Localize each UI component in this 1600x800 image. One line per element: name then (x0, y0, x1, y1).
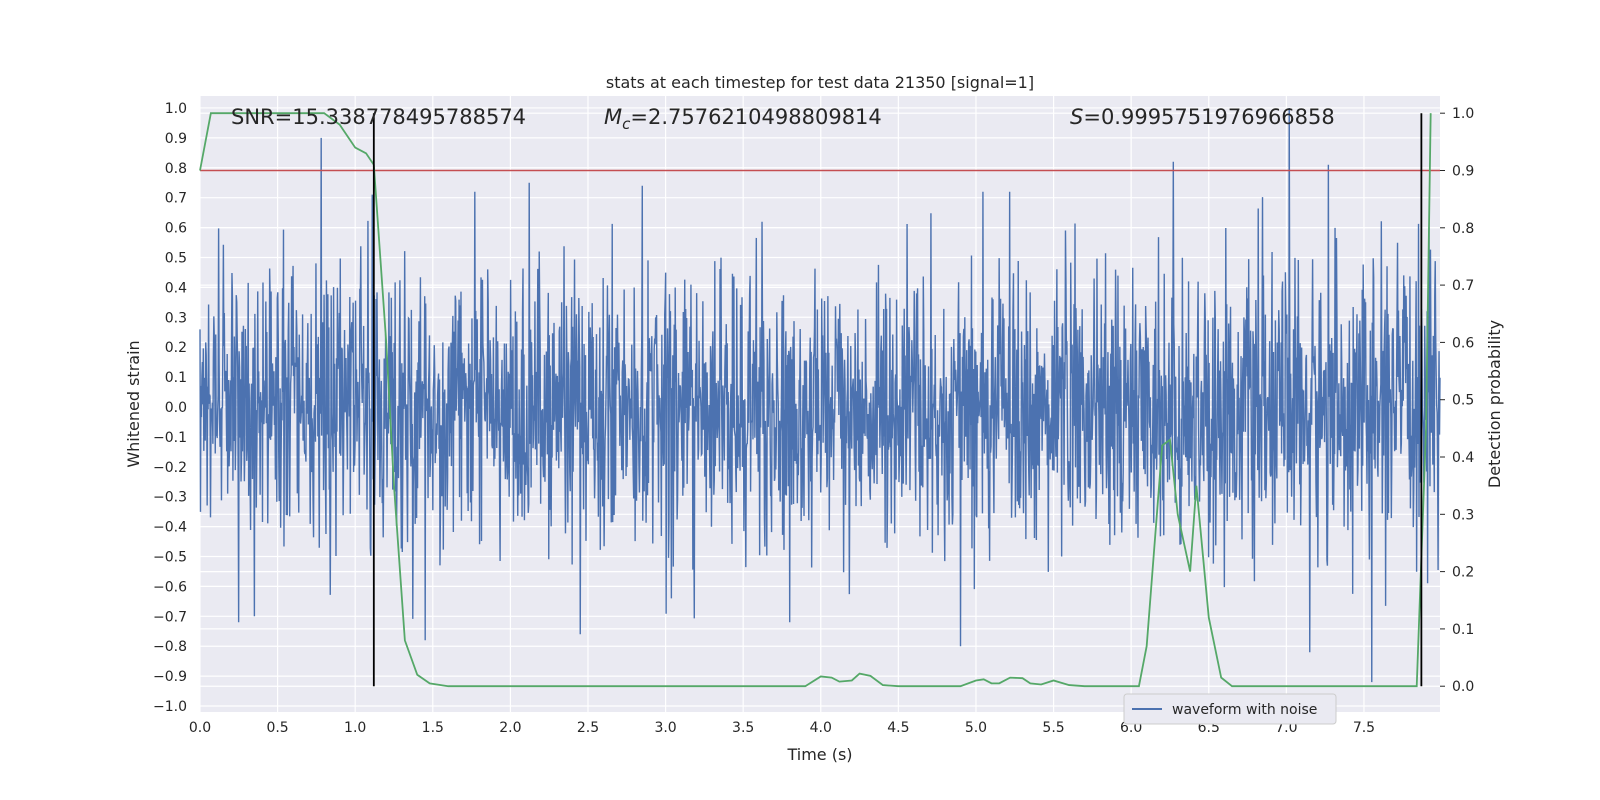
y-right-tick-label: 0.6 (1452, 335, 1474, 351)
y-right-tick-label: 0.2 (1452, 565, 1474, 581)
legend-label: waveform with noise (1172, 702, 1317, 718)
y-axis-left-label: Whitened strain (124, 340, 143, 467)
legend-box (1123, 693, 1337, 725)
y-left-tick-label: 0.2 (165, 340, 187, 356)
event-markers (372, 113, 1423, 687)
y-left-tick-label: 0.1 (165, 370, 187, 386)
y-left-ticks: 1.0 0.9 0.8 0.7 0.6 0.5 0.4 0.3 0.2 0.1 0.0 −0.1 −0.… (153, 101, 187, 715)
y-right-tick-label: 0.4 (1452, 450, 1474, 466)
mc-subscript: c (622, 115, 631, 133)
x-tick-label: 2.5 (577, 720, 599, 736)
x-tick-label: 0.5 (266, 720, 288, 736)
y-left-tick-label: 0.7 (165, 191, 187, 207)
grid (199, 96, 1440, 712)
x-tick-label: 5.0 (965, 720, 987, 736)
y-left-tick-label: 1.0 (165, 101, 187, 117)
y-left-tick-label: −0.2 (153, 460, 187, 476)
y-right-tick-label: 0.1 (1452, 622, 1474, 638)
legend: waveform with noise (1123, 693, 1337, 725)
x-tick-label: 4.5 (887, 720, 909, 736)
y-left-tick-label: 0.8 (165, 161, 187, 177)
y-left-tick-label: −0.6 (153, 579, 187, 595)
y-left-tick-label: −0.8 (153, 639, 187, 655)
y-left-tick-label: −1.0 (153, 699, 187, 715)
x-tick-label: 2.0 (499, 720, 521, 736)
x-tick-label: 4.0 (810, 720, 832, 736)
snr-annotation: SNR=15.338778495788574 (231, 105, 526, 129)
x-tick-label: 0.0 (189, 720, 211, 736)
x-tick-label: 3.5 (732, 720, 754, 736)
y-left-tick-label: 0.5 (165, 250, 187, 266)
mc-symbol: M (604, 105, 622, 129)
waveform-line (199, 107, 1441, 683)
y-right-tick-label: 1.0 (1452, 106, 1474, 122)
x-tick-label: 7.5 (1353, 720, 1375, 736)
x-tick-label: 5.5 (1042, 720, 1064, 736)
s-annotation: S=0.9995751976966858 (1070, 105, 1335, 129)
y-left-tick-label: 0.4 (165, 280, 187, 296)
waveform-with-noise-series (199, 107, 1441, 683)
probability-line (199, 112, 1432, 688)
s-symbol: S (1070, 105, 1083, 129)
y-left-tick-label: 0.0 (165, 400, 187, 416)
y-left-tick-label: −0.4 (153, 520, 187, 536)
y-left-tick-label: 0.6 (165, 221, 187, 237)
y-left-tick-label: 0.9 (165, 131, 187, 147)
y-axis-right-label: Detection probability (1485, 320, 1504, 488)
y-left-tick-label: −0.3 (153, 490, 187, 506)
x-tick-label: 1.0 (344, 720, 366, 736)
y-right-ticks: 1.0 0.9 0.8 0.7 0.6 0.5 0.4 0.3 0.2 0.1 0.0 (1440, 106, 1474, 695)
y-right-tick-label: 0.3 (1452, 507, 1474, 523)
mc-annotation: Mc=2.7576210498809814 (604, 105, 882, 133)
chart-title: stats at each timestep for test data 213… (606, 73, 1034, 92)
y-left-tick-label: −0.9 (153, 669, 187, 685)
y-right-tick-label: 0.0 (1452, 679, 1474, 695)
y-right-tick-label: 0.8 (1452, 221, 1474, 237)
y-right-tick-label: 0.7 (1452, 278, 1474, 294)
y-left-tick-label: 0.3 (165, 310, 187, 326)
y-right-tick-label: 0.9 (1452, 163, 1474, 179)
y-left-tick-label: −0.1 (153, 430, 187, 446)
x-tick-label: 3.0 (654, 720, 676, 736)
s-value: =0.9995751976966858 (1083, 105, 1334, 129)
y-left-tick-label: −0.5 (153, 550, 187, 566)
x-axis-label: Time (s) (786, 745, 852, 764)
x-tick-label: 1.5 (422, 720, 444, 736)
y-right-tick-label: 0.5 (1452, 393, 1474, 409)
detection-probability-series (199, 112, 1432, 688)
mc-value: =2.7576210498809814 (630, 105, 881, 129)
y-left-tick-label: −0.7 (153, 609, 187, 625)
